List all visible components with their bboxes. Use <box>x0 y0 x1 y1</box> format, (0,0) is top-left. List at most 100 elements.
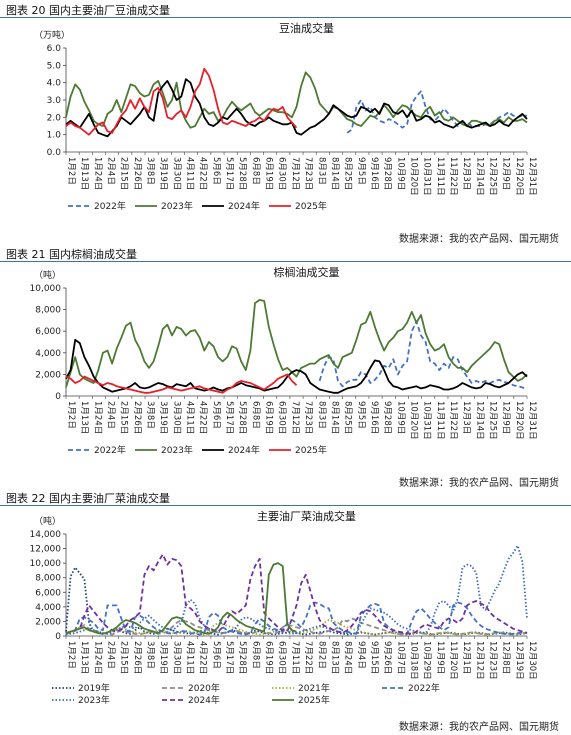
x-tick-label: 12月20日 <box>514 401 524 440</box>
x-tick-label: 10月31日 <box>422 401 432 440</box>
x-tick-label: 4月22日 <box>198 401 208 434</box>
x-tick-label: 8月13日 <box>329 641 339 674</box>
y-tick-label: 5.0 <box>47 61 62 71</box>
x-tick-label: 6月30日 <box>277 401 287 434</box>
chart21-heading: 图表 21 国内棕榈油成交量 <box>6 248 137 261</box>
x-tick-label: 6月19日 <box>264 641 274 674</box>
x-tick-label: 6月30日 <box>277 641 287 674</box>
y-tick-label: 2.0 <box>47 113 62 123</box>
x-tick-label: 11月9日 <box>435 641 445 674</box>
legend-label: 2024年 <box>228 444 260 456</box>
x-tick-label: 1月24日 <box>92 157 102 190</box>
x-tick-label: 5月17日 <box>224 401 234 434</box>
chart21-top-rule <box>0 261 571 262</box>
y-tick-label: 0 <box>55 632 61 642</box>
x-tick-label: 3月8日 <box>145 401 155 429</box>
chart22-heading: 图表 22 国内主要油厂菜油成交量 <box>6 492 170 505</box>
x-tick-label: 8月25日 <box>343 401 353 434</box>
chart20-top-rule <box>0 17 571 18</box>
x-tick-label: 12月31日 <box>527 401 537 440</box>
y-tick-label: 2,000 <box>35 617 61 627</box>
y-axis-unit-label: （吨） <box>34 269 61 281</box>
x-tick-label: 1月24日 <box>92 401 102 434</box>
y-tick-label: 12,000 <box>30 545 62 555</box>
x-tick-label: 6月8日 <box>250 401 260 429</box>
x-tick-label: 7月23日 <box>303 401 313 434</box>
x-tick-label: 12月23日 <box>487 641 497 680</box>
x-tick-label: 12月30日 <box>527 641 537 680</box>
x-tick-label: 12月9日 <box>501 157 511 190</box>
chart-title: 豆油成交量 <box>279 21 334 35</box>
chart21-source: 数据来源：我的农产品网、国元期货 <box>399 478 559 489</box>
x-tick-label: 10月29日 <box>422 641 432 680</box>
x-tick-label: 9月26日 <box>382 641 392 674</box>
x-tick-label: 8月24日 <box>343 641 353 674</box>
x-tick-label: 2月26日 <box>132 641 142 674</box>
y-tick-label: 0 <box>55 392 61 402</box>
x-tick-label: 3月30日 <box>171 401 181 434</box>
x-tick-label: 3月30日 <box>171 157 181 190</box>
x-tick-label: 7月12日 <box>290 157 300 190</box>
x-tick-label: 8月25日 <box>343 157 353 190</box>
series-line-2023年 <box>65 544 528 636</box>
series-line-2022年 <box>346 90 527 134</box>
x-tick-label: 12月25日 <box>487 157 497 196</box>
legend-label: 2022年 <box>94 444 126 456</box>
chart22-source: 数据来源：我的农产品网、国元期货 <box>399 722 559 733</box>
legend-label: 2023年 <box>161 200 193 212</box>
x-tick-label: 4月22日 <box>198 641 208 674</box>
x-tick-label: 3月8日 <box>145 641 155 669</box>
legend-label: 2025年 <box>295 444 327 456</box>
x-tick-label: 12月8日 <box>501 641 511 674</box>
x-tick-label: 1月2日 <box>66 157 76 185</box>
legend-label: 2025年 <box>295 200 327 212</box>
legend-label: 2022年 <box>94 200 126 212</box>
x-tick-label: 12月25日 <box>487 401 497 440</box>
x-tick-label: 8月3日 <box>316 157 326 185</box>
rapeseed-oil-chart: 主要油厂菜油成交量 （吨） 0 2,000 4,000 6,000 8,000 10,000 1… <box>30 509 538 706</box>
x-tick-label: 9月16日 <box>369 401 379 434</box>
x-tick-label: 7月11日 <box>290 641 300 674</box>
x-tick-label: 12月3日 <box>461 401 471 434</box>
x-tick-label: 10月18日 <box>408 641 418 680</box>
y-tick-label: 1.0 <box>47 131 62 141</box>
x-tick-label: 6月8日 <box>250 641 260 669</box>
legend-label: 2024年 <box>228 200 260 212</box>
legend-label: 2021年 <box>298 682 330 694</box>
y-tick-label: 8,000 <box>35 306 61 316</box>
y-tick-label: 14,000 <box>30 530 62 540</box>
y-tick-label: 2,000 <box>35 370 61 380</box>
legend-label: 2023年 <box>78 694 110 706</box>
x-tick-label: 4月11日 <box>185 641 195 674</box>
x-tick-label: 9月28日 <box>382 157 392 190</box>
legend-label: 2025年 <box>298 694 330 706</box>
legend-label: 2024年 <box>188 694 220 706</box>
palm-oil-chart: 棕榈油成交量 （吨） 0 2,000 4,000 6,000 8,000 10,000 1月2日… <box>30 265 538 456</box>
x-tick-label: 4月11日 <box>185 401 195 434</box>
x-tick-label: 2月26日 <box>132 157 142 190</box>
x-tick-label: 1月13日 <box>79 641 89 674</box>
x-tick-label: 7月12日 <box>290 401 300 434</box>
x-tick-label: 11月22日 <box>448 157 458 196</box>
x-tick-label: 5月6日 <box>211 401 221 429</box>
x-tick-label: 12月1日 <box>461 641 471 674</box>
legend-label: 2022年 <box>408 682 440 694</box>
x-tick-label: 8月3日 <box>316 401 326 429</box>
series-line-2024年 <box>65 338 528 394</box>
x-tick-label: 9月5日 <box>356 157 366 185</box>
chart20-heading: 图表 20 国内主要油厂豆油成交量 <box>6 4 170 17</box>
x-tick-label: 1月24日 <box>92 641 102 674</box>
y-tick-label: 0.0 <box>47 148 62 158</box>
series-line-2024年 <box>65 78 528 138</box>
chart22-top-rule <box>0 505 571 506</box>
y-tick-label: 4,000 <box>35 349 61 359</box>
series-line-2025年 <box>65 373 298 394</box>
x-tick-label: 12月14日 <box>474 157 484 196</box>
x-tick-label: 12月12日 <box>474 641 484 680</box>
x-tick-label: 10月31日 <box>422 157 432 196</box>
x-tick-label: 12月14日 <box>474 401 484 440</box>
y-tick-label: 6,000 <box>35 588 61 598</box>
x-tick-label: 9月28日 <box>382 401 392 434</box>
x-tick-label: 10月9日 <box>395 401 405 434</box>
x-tick-label: 1月2日 <box>66 401 76 429</box>
